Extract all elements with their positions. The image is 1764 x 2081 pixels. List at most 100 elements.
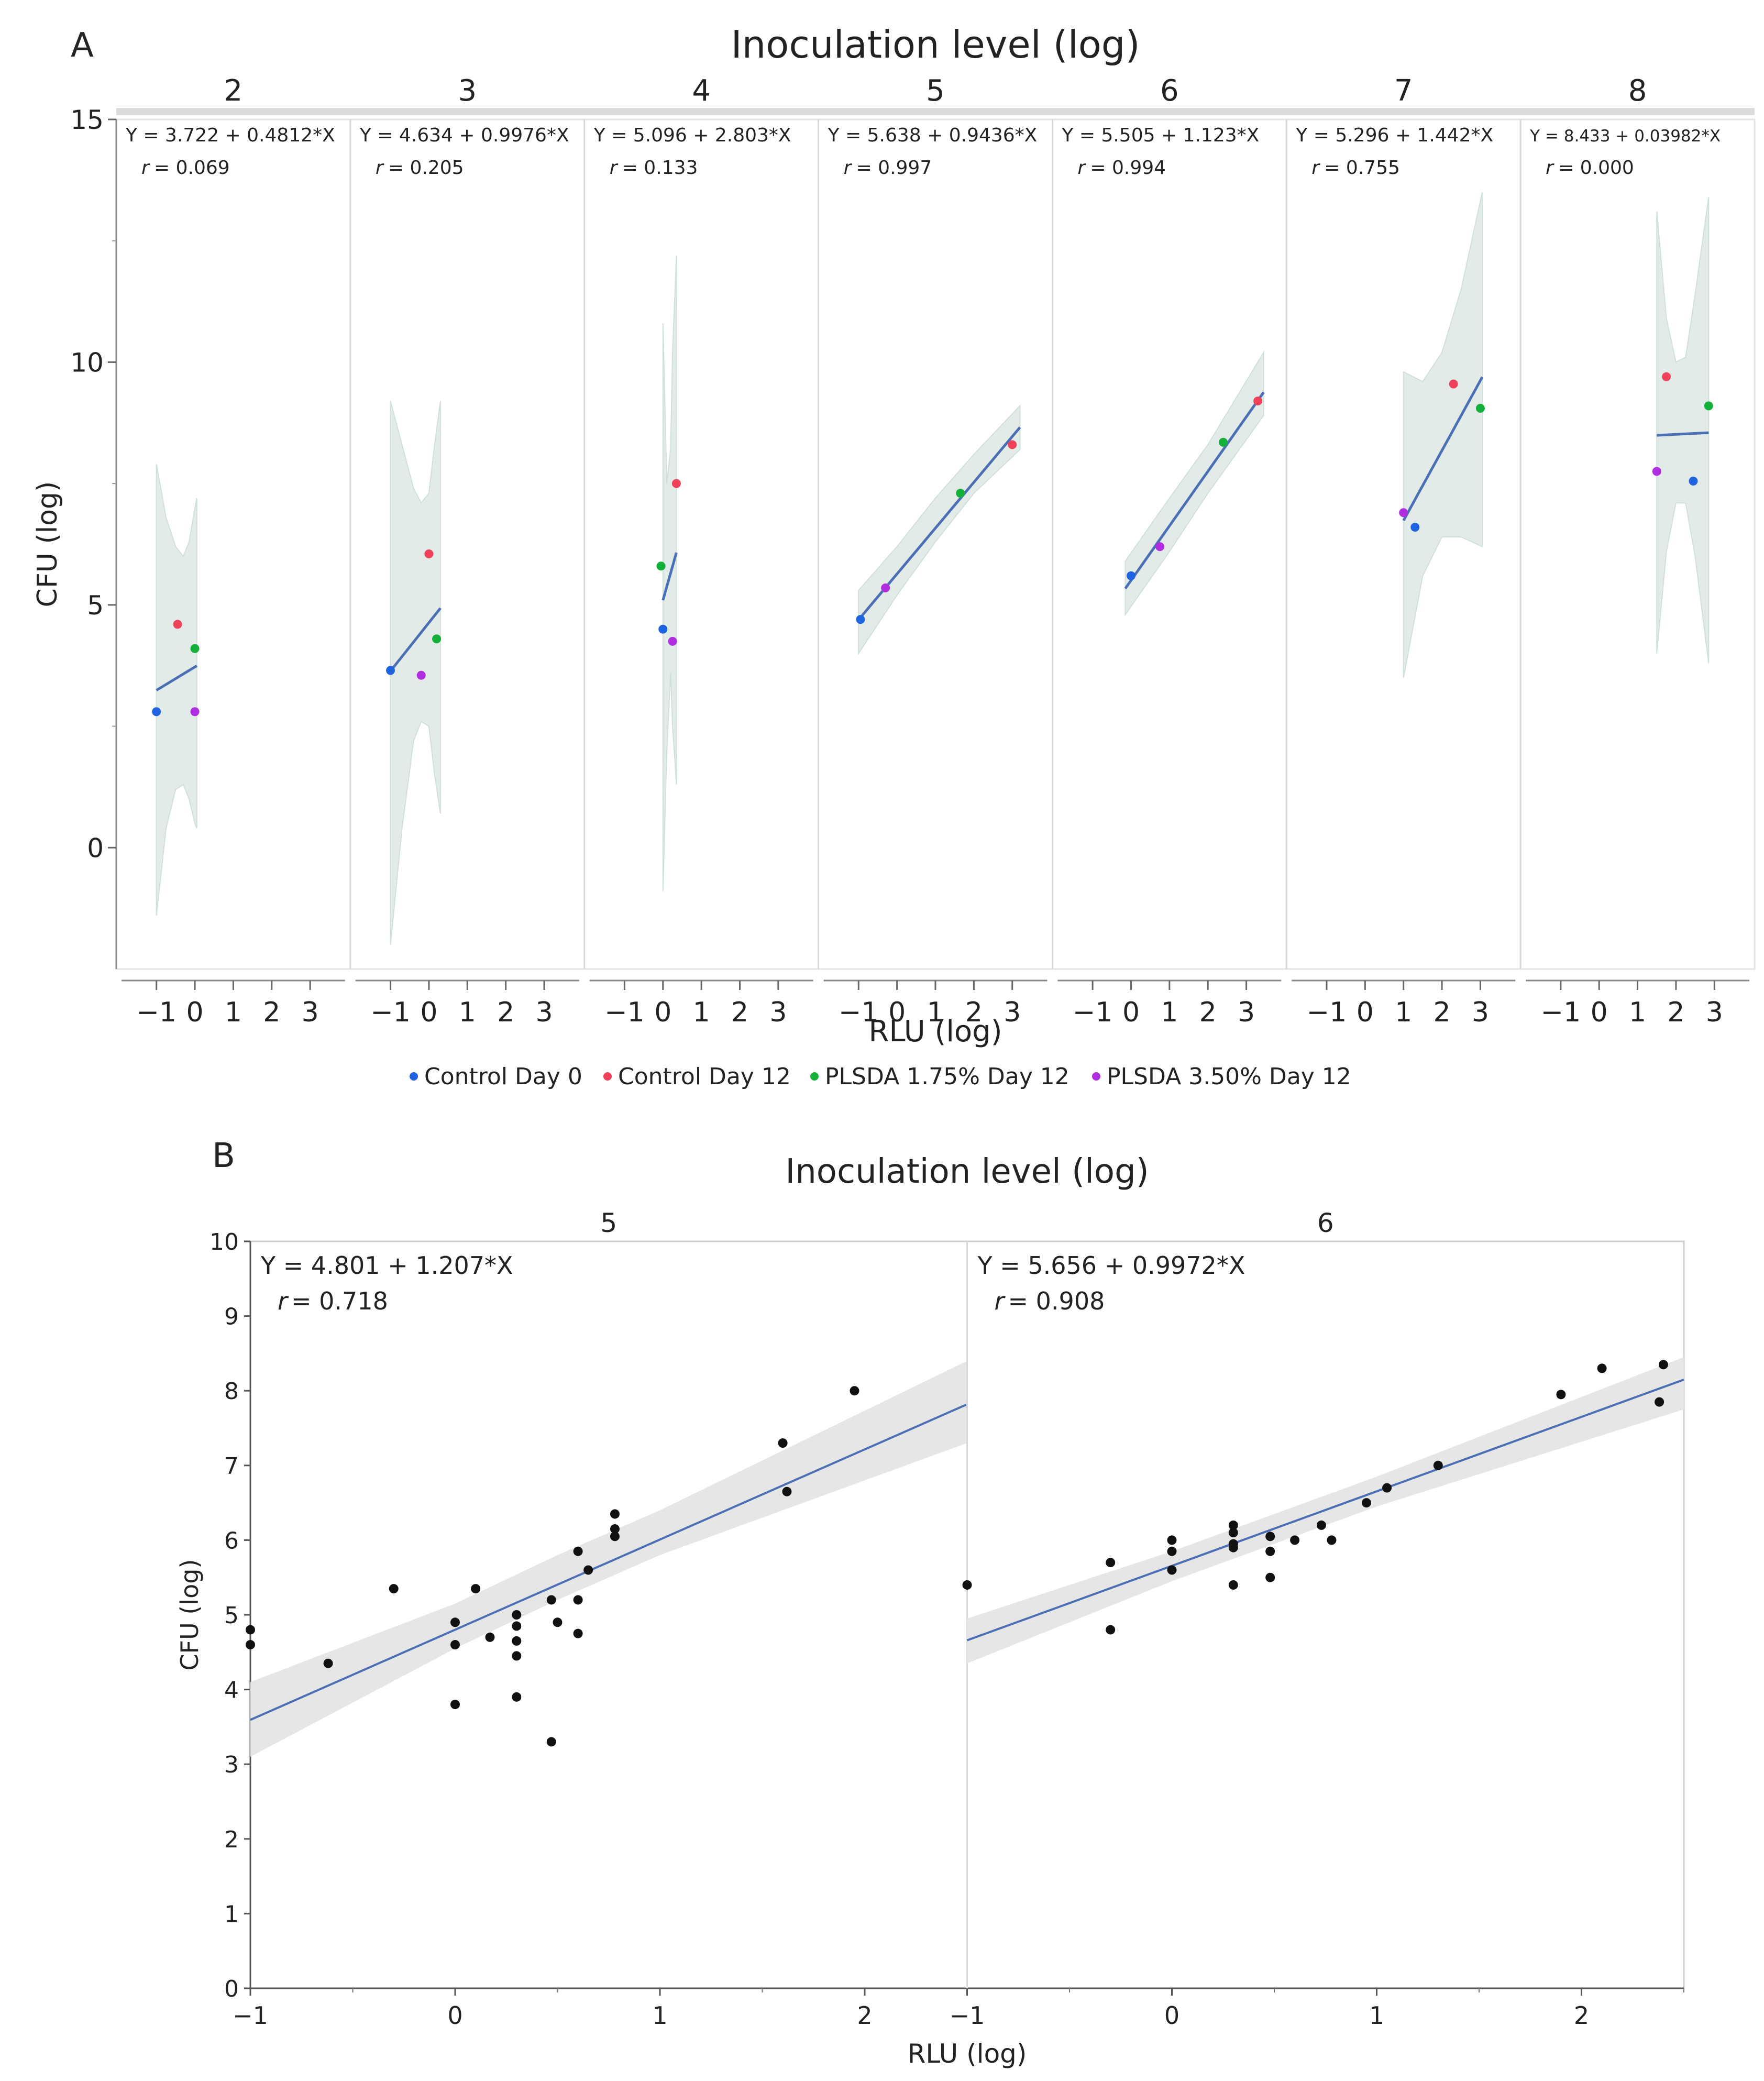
r-symbol: r [610, 157, 619, 179]
data-point [1008, 440, 1017, 449]
data-point [850, 1386, 859, 1396]
x-tick-label: 0 [888, 997, 906, 1028]
legend-marker [1092, 1072, 1100, 1081]
facet-label: 6 [1317, 1208, 1334, 1238]
data-point [246, 1640, 255, 1650]
r-value: = 0.718 [291, 1287, 388, 1315]
data-point [1265, 1572, 1275, 1582]
x-tick-label: 0 [1164, 2001, 1179, 2030]
legend-marker [410, 1072, 418, 1081]
x-tick-label: 3 [535, 997, 553, 1028]
x-tick-label: 0 [447, 2001, 462, 2030]
x-axis-label: RLU (log) [908, 2039, 1027, 2069]
x-tick-label: 0 [1591, 997, 1608, 1028]
data-point [778, 1438, 788, 1448]
x-tick-label: 1 [1161, 997, 1178, 1028]
fit-line [389, 607, 442, 672]
facet-label: 8 [1628, 74, 1647, 108]
x-tick-label: 0 [654, 997, 671, 1028]
fit-line [1124, 391, 1265, 590]
x-tick-label: −1 [370, 997, 411, 1028]
r-value: = 0.133 [622, 157, 698, 179]
data-point [1399, 508, 1408, 518]
panel-label-a: A [71, 26, 94, 65]
r-symbol: r [1077, 157, 1086, 179]
data-point [610, 1532, 620, 1542]
y-tick-label: 5 [87, 590, 104, 621]
y-tick-label: 1 [224, 1901, 239, 1928]
facet-5: 5 Y = 5.638 + 0.9436*X r = 0.997 −1 0 1 2 3 [818, 74, 1048, 1028]
panel-label-b: B [212, 1137, 235, 1175]
x-tick-label: −1 [233, 2001, 268, 2030]
r-symbol: r [995, 1287, 1006, 1315]
data-point [1253, 397, 1263, 406]
y-tick-label: 3 [224, 1752, 239, 1778]
fit-line [966, 1379, 1684, 1642]
data-point [956, 489, 965, 498]
data-point [1316, 1520, 1326, 1530]
x-tick-label: 1 [225, 997, 242, 1028]
chart-b-title: Inoculation level (log) [785, 1152, 1149, 1191]
confidence-band [390, 401, 441, 945]
data-point [1228, 1543, 1238, 1553]
facet-3: 3Y = 4.634 + 0.9976*Xr = 0.205−1 0 1 2 3 [349, 74, 579, 1028]
confidence-band [1403, 192, 1483, 678]
x-tick-label: 1 [927, 997, 944, 1028]
legend-label: PLSDA 3.50% Day 12 [1107, 1063, 1351, 1090]
data-point [1126, 571, 1135, 580]
data-point [450, 1700, 460, 1710]
data-point [610, 1509, 620, 1519]
r-value: = 0.069 [154, 157, 230, 179]
r-value: = 0.994 [1090, 157, 1166, 179]
data-point [1652, 467, 1661, 476]
legend-label: Control Day 12 [618, 1063, 791, 1090]
data-point [1658, 1360, 1668, 1370]
data-point [512, 1692, 522, 1702]
x-tick-label: 0 [1122, 997, 1140, 1028]
data-point [1228, 1528, 1238, 1538]
r-symbol: r [278, 1287, 289, 1315]
data-point [512, 1651, 522, 1661]
regression-equation: Y = 5.296 + 1.442*X [1295, 125, 1493, 146]
r-value: = 0.908 [1008, 1287, 1105, 1315]
data-point [1327, 1535, 1337, 1545]
data-point [1155, 542, 1165, 552]
data-point [881, 583, 890, 592]
y-tick-label: 6 [224, 1527, 239, 1554]
data-point [1410, 523, 1420, 532]
regression-equation: Y = 4.801 + 1.207*X [260, 1251, 513, 1280]
data-point [1290, 1535, 1300, 1545]
data-point [1265, 1532, 1275, 1542]
r-value: = 0.205 [388, 157, 464, 179]
y-tick-label: 9 [224, 1304, 239, 1330]
y-tick-label: 0 [87, 833, 104, 863]
x-tick-label: −1 [839, 997, 879, 1028]
data-point [583, 1565, 593, 1575]
data-point [1106, 1625, 1116, 1635]
x-tick-label: 3 [1706, 997, 1723, 1028]
x-tick-label: 3 [1472, 997, 1489, 1028]
data-point [1265, 1546, 1275, 1556]
legend: Control Day 0 Control Day 12 PLSDA 1.75% D… [410, 1063, 1351, 1090]
facet-label: 7 [1394, 74, 1413, 108]
r-value: = 0.755 [1324, 157, 1400, 179]
y-tick-label: 8 [224, 1378, 239, 1405]
data-point [152, 707, 161, 717]
facet-label: 4 [692, 74, 711, 108]
x-tick-label: 3 [302, 997, 319, 1028]
data-point [432, 634, 442, 644]
confidence-band [156, 464, 197, 916]
y-tick-label: 4 [224, 1677, 239, 1704]
y-tick-label: 2 [224, 1826, 239, 1853]
data-point [1597, 1363, 1607, 1373]
data-point [471, 1584, 481, 1594]
x-tick-label: 2 [857, 2001, 872, 2030]
fit-line [662, 552, 678, 601]
data-point [323, 1658, 333, 1668]
legend-label: PLSDA 1.75% Day 12 [825, 1063, 1070, 1090]
data-point [389, 1584, 399, 1594]
facet-5: 5 Y = 4.801 + 1.207*X r = 0.718 −1 0 1 2 [233, 1208, 968, 2030]
data-point [546, 1737, 556, 1747]
data-point [1167, 1565, 1177, 1575]
